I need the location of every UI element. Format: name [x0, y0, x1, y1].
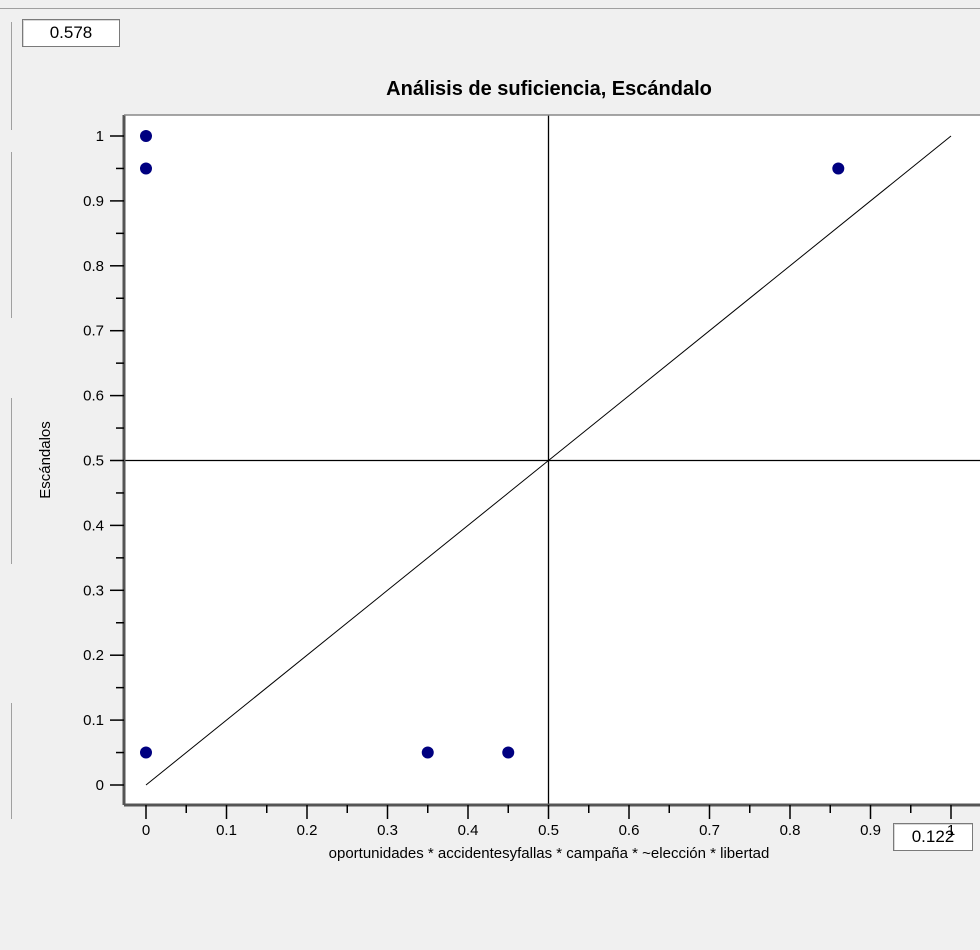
- x-tick-label: 0.3: [377, 822, 398, 839]
- y-tick-label: 0.3: [83, 582, 104, 599]
- reference-lines: [124, 115, 980, 805]
- x-tick-label: 0.9: [860, 822, 881, 839]
- data-points: [140, 130, 845, 759]
- data-point: [140, 162, 152, 175]
- data-point: [421, 746, 434, 759]
- x-axis-ticks: 0 0.1 0.2 0.3 0.4 0.5 0.6 0.7 0.8 0.9 1: [142, 805, 955, 839]
- x-tick-label: 0.1: [216, 822, 237, 839]
- y-tick-label: 1: [96, 128, 104, 145]
- x-tick-label: 1: [947, 822, 955, 839]
- data-point: [502, 746, 515, 759]
- left-frame-edge: [8, 152, 12, 318]
- y-tick-label: 0.8: [83, 258, 104, 275]
- y-tick-label: 0.1: [83, 712, 104, 729]
- y-axis-title: Escándalos: [37, 421, 54, 499]
- x-axis-title: oportunidades * accidentesyfallas * camp…: [329, 845, 770, 862]
- x-tick-label: 0.8: [780, 822, 801, 839]
- left-frame-edge: [8, 22, 12, 130]
- top-divider: [0, 8, 980, 9]
- data-point: [140, 746, 152, 759]
- x-tick-label: 0.6: [619, 822, 640, 839]
- y-tick-label: 0.6: [83, 388, 104, 405]
- x-tick-label: 0.4: [458, 822, 479, 839]
- y-tick-label: 0.9: [83, 193, 104, 210]
- y-tick-label: 0.5: [83, 453, 104, 470]
- x-tick-label: 0.2: [297, 822, 318, 839]
- x-tick-label: 0.5: [538, 822, 559, 839]
- y-tick-label: 0.4: [83, 517, 104, 534]
- y-tick-label: 0.2: [83, 647, 104, 664]
- data-point: [832, 162, 845, 175]
- left-frame-edge: [8, 398, 12, 564]
- coverage-value-box: 0.122: [893, 823, 973, 851]
- x-tick-label: 0: [142, 822, 150, 839]
- y-tick-label: 0: [96, 777, 104, 794]
- data-point: [140, 130, 152, 142]
- y-tick-label: 0.7: [83, 323, 104, 340]
- y-axis-ticks: 0 0.1 0.2 0.3 0.4 0.5 0.6 0.7 0.8 0.9 1: [83, 128, 124, 794]
- chart-title: Análisis de suficiencia, Escándalo: [386, 78, 712, 100]
- consistency-value-box: 0.578: [22, 19, 120, 47]
- x-tick-label: 0.7: [699, 822, 720, 839]
- left-frame-edge: [8, 703, 12, 819]
